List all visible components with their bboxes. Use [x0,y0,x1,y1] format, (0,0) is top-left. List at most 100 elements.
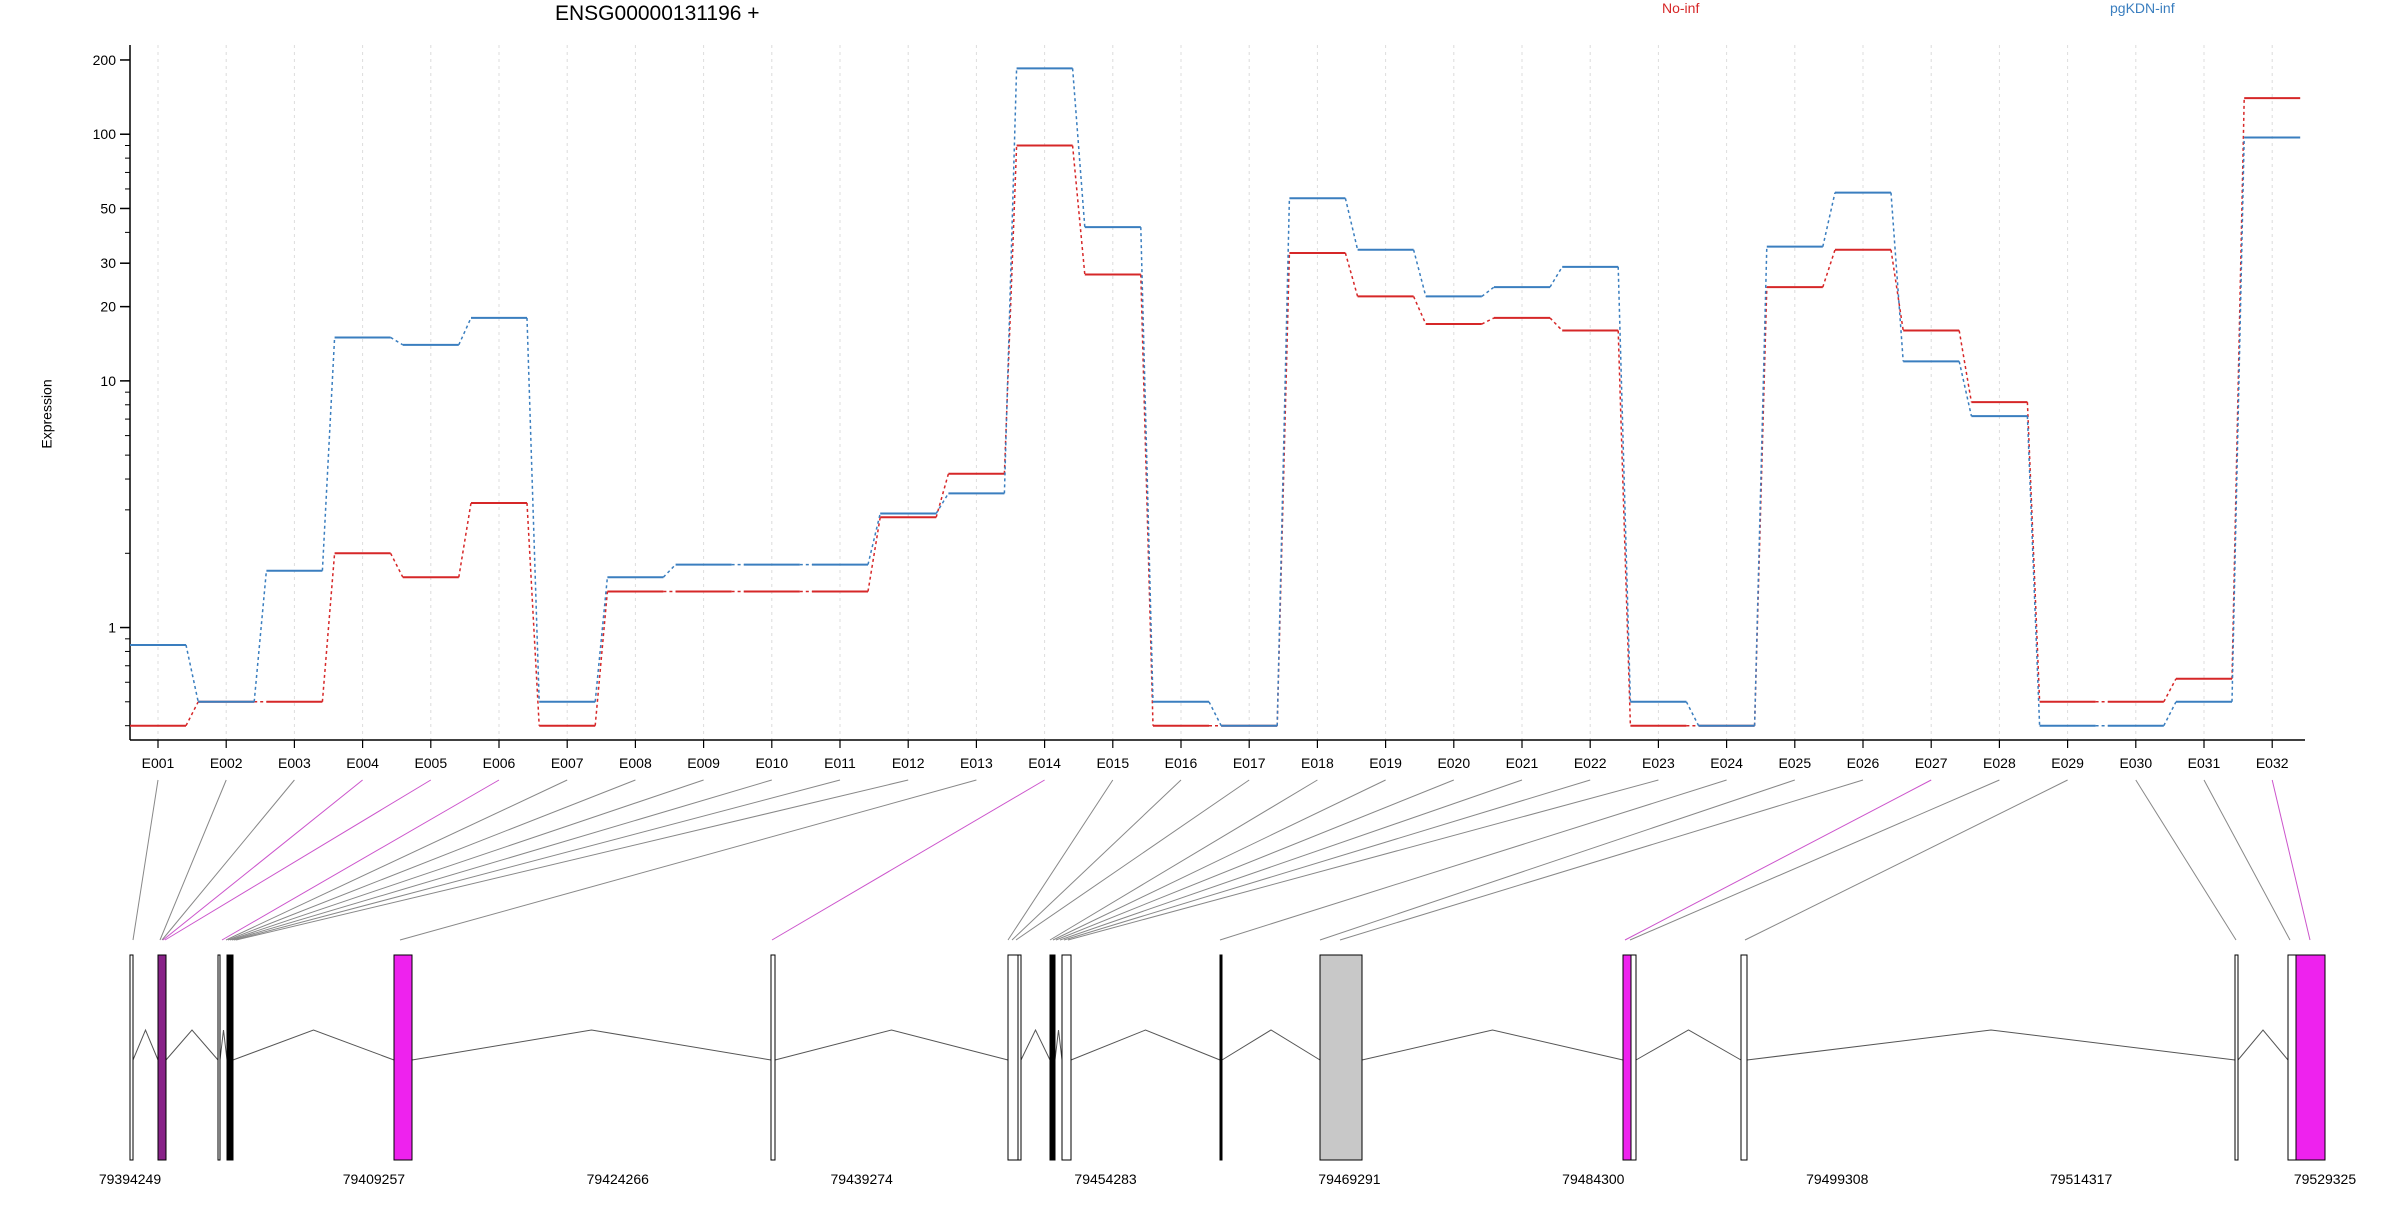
exon-connector-e029 [1744,779,2068,941]
exon-connector-e027 [1624,779,1932,941]
exon-connector-e021 [1059,779,1523,941]
genomic-axis: 79394249 79409257 79424266 79439274 79454283… [99,1171,2357,1187]
y-axis-label: Expression [38,379,55,449]
genomic-coordinate-label: 79424266 [587,1171,650,1187]
exon-connector-e016 [1011,779,1182,941]
series-connector [321,553,336,702]
y-tick-label: 30 [100,255,116,271]
intron [411,1029,772,1061]
grid-lines [157,45,2273,740]
series-connector [458,317,472,346]
series-connector [2231,137,2245,702]
series-connector [390,336,404,346]
y-tick-label: 20 [100,299,116,315]
intron [1070,1029,1221,1061]
series-connector [1549,266,1563,288]
legend-entry-pgkdn-inf: pgKDN-inf [2110,0,2175,16]
x-tick-label-e032: E032 [2256,755,2289,771]
series-connector [389,552,404,578]
series-connector [1685,701,1700,727]
x-tick-label-e024: E024 [1710,755,1743,771]
intron [132,1028,159,1061]
x-tick-label-e005: E005 [414,755,447,771]
x-tick-label-e010: E010 [755,755,788,771]
series-connector [662,564,677,578]
exon-connector-e025 [1319,779,1795,941]
genomic-coordinate-label: 79529325 [2294,1171,2357,1187]
intron [1020,1028,1051,1061]
x-tick-label-e007: E007 [551,755,584,771]
genomic-coordinate-label: 79469291 [1318,1171,1381,1187]
series-connector [1958,361,1973,417]
exon-connector-e017 [1015,779,1250,941]
x-tick-label-e030: E030 [2119,755,2152,771]
exon-box [1630,954,1637,1161]
x-tick-label-e020: E020 [1437,755,1470,771]
intron [2237,1029,2289,1061]
intron [1635,1029,1742,1061]
x-tick-label-e006: E006 [483,755,516,771]
exon-box [393,954,413,1161]
exon-connector-e018 [1049,779,1318,941]
series-connector [935,492,950,514]
exon-connector-e023 [1067,779,1659,941]
x-tick-label-e015: E015 [1096,755,1129,771]
x-tick-label-e019: E019 [1369,755,1402,771]
series-connector [1344,252,1359,297]
series-connector [1890,192,1904,362]
x-tick-label-e017: E017 [1233,755,1266,771]
series-connector [526,317,540,702]
x-tick-label-e029: E029 [2051,755,2084,771]
genomic-coordinate-label: 79484300 [1562,1171,1625,1187]
exon-connector-e031 [2203,779,2291,941]
exon-connector-e024 [1219,779,1727,941]
series-connector [2026,416,2041,726]
series-connector [185,644,199,702]
series-connector [321,337,336,571]
exon-connector-e007 [225,779,568,941]
exon-connectors [132,779,2311,941]
exon-box [770,954,776,1161]
intron [232,1029,395,1061]
series-connector [1412,249,1427,297]
exon-connector-e008 [227,779,636,941]
exon-box [129,954,134,1161]
x-tick-label-e016: E016 [1165,755,1198,771]
x-tick-label-e001: E001 [142,755,175,771]
exon-connector-e004 [162,779,363,941]
y-tick-label: 1 [108,620,116,636]
series-pgkdn-inf [130,67,2301,727]
x-tick-label-e018: E018 [1301,755,1334,771]
legend-entry-no-inf: No-inf [1662,0,1700,16]
series-connector [185,701,199,727]
exon-box [1319,954,1363,1161]
exon-connector-e014 [771,779,1045,941]
x-tick-label-e014: E014 [1028,755,1061,771]
series-connector [1140,274,1154,726]
series-connector [1822,192,1836,247]
chart-title: ENSG00000131196 + [555,2,760,25]
series-connector [935,473,950,518]
exon-box [1049,954,1056,1161]
series-connector [594,591,609,726]
series-connector [867,513,881,565]
series-connector [1140,227,1154,702]
series-connector [526,502,540,726]
y-tick-label: 200 [93,52,117,68]
series-connector [1276,198,1291,726]
series-connector [1958,330,1973,403]
intron [1361,1029,1624,1061]
genomic-coordinate-label: 79514317 [2050,1171,2113,1187]
exon-box [157,954,167,1161]
intron [219,1029,228,1061]
exon-connector-e012 [235,779,909,941]
exon-connector-e009 [229,779,704,941]
exon-connector-e032 [2271,779,2311,941]
series-connector [1890,249,1904,331]
x-tick-label-e003: E003 [278,755,311,771]
genomic-coordinate-label: 79409257 [343,1171,406,1187]
series-no-inf [130,97,2301,727]
exon-box [1007,954,1019,1161]
x-tick-label-e013: E013 [960,755,993,771]
x-tick-label-e012: E012 [892,755,925,771]
